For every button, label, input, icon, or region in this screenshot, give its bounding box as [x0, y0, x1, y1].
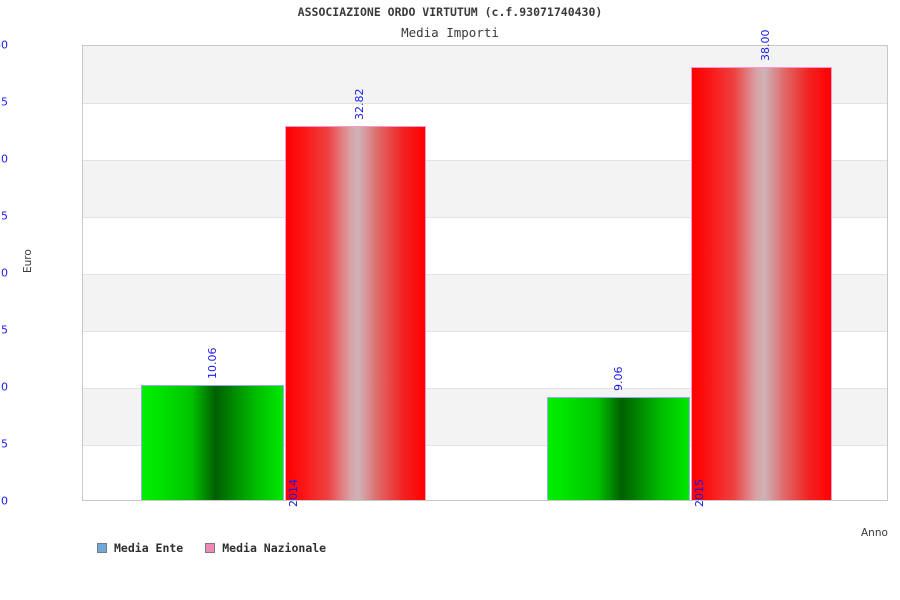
plot-area: [82, 45, 888, 501]
gridline: [83, 274, 887, 275]
bar-media-ente[interactable]: [547, 396, 690, 500]
legend-item-media-nazionale[interactable]: Media Nazionale: [205, 541, 326, 555]
y-tick-label: 10: [0, 380, 8, 394]
y-tick-label: 0: [1, 494, 8, 508]
gridline: [83, 331, 887, 332]
chart-subtitle: Media Importi: [401, 25, 499, 40]
y-tick-label: 15: [0, 323, 8, 337]
bar-value-label: 9.06: [612, 366, 625, 391]
legend-swatch-media-ente: [97, 543, 107, 553]
x-tick-label: 2014: [287, 479, 300, 507]
x-tick-label: 2015: [693, 479, 706, 507]
bar-media-ente[interactable]: [141, 385, 284, 500]
bar-media-nazionale[interactable]: [691, 66, 832, 500]
gridline: [83, 217, 887, 218]
y-tick-label: 40: [0, 38, 8, 52]
gridline: [83, 160, 887, 161]
y-axis-title: Euro: [22, 249, 34, 273]
y-tick-label: 20: [0, 266, 8, 280]
y-tick-label: 30: [0, 152, 8, 166]
legend-label-media-nazionale: Media Nazionale: [222, 541, 327, 555]
gridline: [83, 103, 887, 104]
bar-value-label: 32.82: [353, 88, 366, 120]
legend-label-media-ente: Media Ente: [114, 541, 184, 555]
y-tick-label: 25: [0, 209, 8, 223]
chart-title: ASSOCIAZIONE ORDO VIRTUTUM (c.f.93071740…: [297, 5, 603, 19]
chart-legend: Media Ente Media Nazionale: [97, 541, 326, 555]
legend-swatch-media-nazionale: [205, 543, 216, 553]
bar-value-label: 38.00: [759, 29, 772, 61]
y-tick-label: 35: [0, 95, 8, 109]
gridline: [83, 388, 887, 389]
bar-value-label: 10.06: [206, 347, 219, 380]
x-axis-title: Anno: [861, 527, 888, 539]
gridline: [83, 445, 887, 446]
bar-media-nazionale[interactable]: [285, 125, 426, 500]
legend-item-media-ente[interactable]: Media Ente: [97, 541, 183, 555]
y-tick-label: 5: [1, 437, 8, 451]
